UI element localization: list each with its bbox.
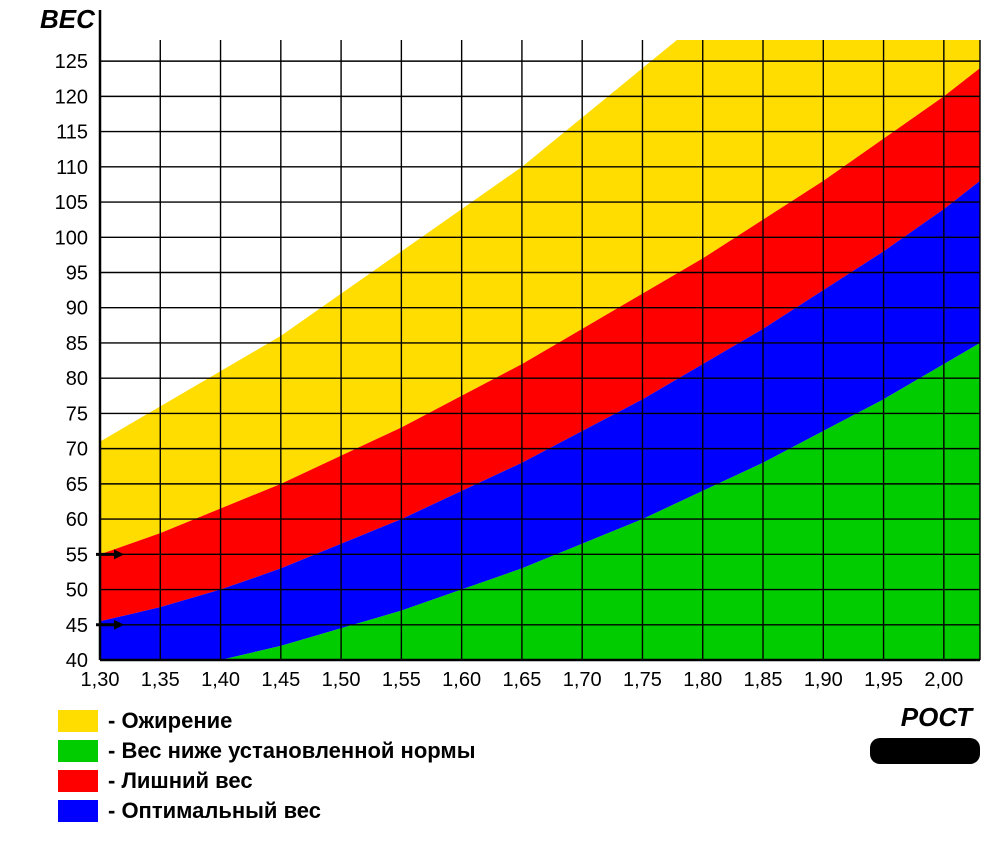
y-tick-label: 115	[56, 122, 88, 144]
x-tick-label: 1,90	[804, 669, 843, 691]
y-tick-label: 100	[55, 227, 88, 249]
redaction-patch	[870, 738, 980, 764]
y-tick-label: 80	[66, 368, 88, 390]
y-tick-label: 60	[66, 509, 88, 531]
x-tick-label: 1,60	[442, 669, 481, 691]
x-tick-label: 1,80	[683, 669, 722, 691]
x-tick-label: 1,30	[81, 669, 120, 691]
y-tick-label: 105	[55, 192, 88, 214]
chart-svg: 4045505560657075808590951001051101151201…	[0, 0, 1000, 850]
x-tick-label: 1,85	[744, 669, 783, 691]
x-tick-label: 1,45	[261, 669, 300, 691]
x-tick-label: 1,65	[502, 669, 541, 691]
x-tick-label: 1,70	[563, 669, 602, 691]
y-tick-label: 90	[66, 298, 88, 320]
legend-label-optimal: - Оптимальный вес	[108, 798, 321, 823]
x-tick-label: 1,35	[141, 669, 180, 691]
y-tick-label: 120	[55, 86, 88, 108]
y-tick-label: 55	[66, 544, 88, 566]
y-tick-label: 95	[66, 263, 88, 285]
x-axis-title: РОСТ	[901, 702, 974, 732]
x-tick-label: 1,50	[322, 669, 361, 691]
legend-swatch-underweight	[58, 740, 98, 762]
x-tick-label: 2,00	[924, 669, 963, 691]
legend-label-overweight: - Лишний вес	[108, 768, 253, 793]
x-tick-label: 1,75	[623, 669, 662, 691]
y-tick-label: 70	[66, 439, 88, 461]
y-axis-title: ВЕС	[40, 4, 96, 34]
x-tick-label: 1,40	[201, 669, 240, 691]
y-tick-label: 125	[55, 51, 88, 73]
legend-swatch-obesity	[58, 710, 98, 732]
legend-label-obesity: - Ожирение	[108, 708, 232, 733]
y-tick-label: 50	[66, 580, 88, 602]
legend-swatch-overweight	[58, 770, 98, 792]
legend-label-underweight: - Вес ниже установленной нормы	[108, 738, 476, 763]
y-tick-label: 45	[66, 615, 88, 637]
x-tick-label: 1,95	[864, 669, 903, 691]
bmi-chart: 4045505560657075808590951001051101151201…	[0, 0, 1000, 850]
y-tick-label: 65	[66, 474, 88, 496]
y-tick-label: 110	[56, 157, 88, 179]
y-tick-label: 85	[66, 333, 88, 355]
x-tick-label: 1,55	[382, 669, 421, 691]
y-tick-label: 75	[66, 403, 88, 425]
legend-swatch-optimal	[58, 800, 98, 822]
